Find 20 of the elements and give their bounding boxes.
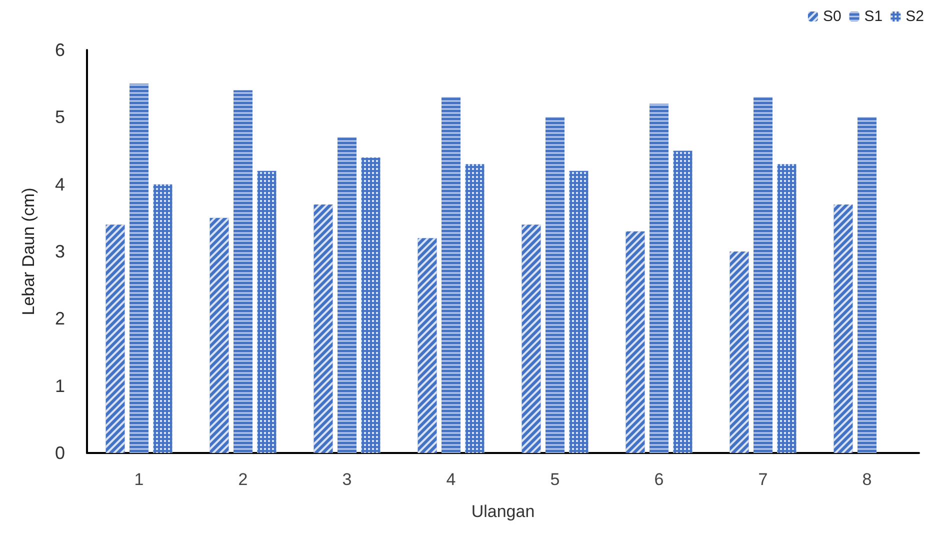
x-tick-label: 8 [862, 470, 872, 489]
y-axis-title: Lebar Daun (cm) [19, 188, 38, 316]
x-tick-label: 7 [758, 470, 768, 489]
x-tick-label: 1 [134, 470, 144, 489]
y-tick-label: 6 [54, 40, 65, 60]
x-tick-label: 2 [238, 470, 248, 489]
x-tick-label: 5 [550, 470, 560, 489]
y-tick-label: 0 [54, 443, 65, 463]
legend-label: S1 [864, 8, 883, 25]
y-tick-label: 3 [54, 242, 65, 262]
y-tick-label: 4 [54, 174, 65, 194]
x-tick-label: 6 [654, 470, 664, 489]
y-tick-label: 5 [54, 107, 65, 128]
y-tick-label: 1 [54, 376, 65, 396]
legend-label: S0 [822, 8, 842, 25]
x-tick-label: 4 [446, 470, 456, 489]
y-tick-label: 2 [54, 308, 65, 329]
x-tick-label: 3 [342, 470, 352, 489]
x-axis-title: Ulangan [471, 502, 535, 521]
legend-label: S2 [906, 8, 924, 25]
